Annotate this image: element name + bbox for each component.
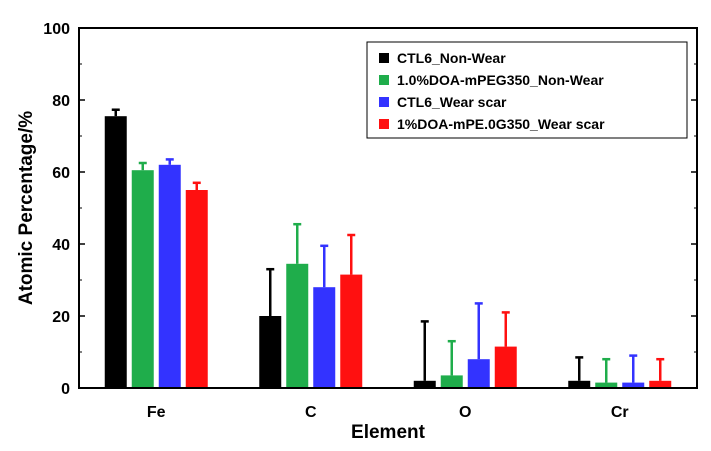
bar-c-series-3 bbox=[313, 287, 336, 388]
x-axis-title: Element bbox=[351, 422, 426, 443]
legend-label: CTL6_Wear scar bbox=[397, 94, 507, 110]
y-tick-label: 60 bbox=[52, 165, 70, 182]
bar-cr-series-2 bbox=[595, 382, 618, 388]
bar-c-series-1 bbox=[259, 316, 282, 388]
legend-box bbox=[366, 41, 688, 139]
bar-c-series-2 bbox=[286, 263, 309, 388]
bar-cr-series-3 bbox=[622, 382, 645, 388]
y-tick-label: 20 bbox=[52, 309, 70, 326]
bar-o-series-2 bbox=[440, 375, 463, 388]
bar-cr-series-4 bbox=[649, 380, 672, 388]
bars-group bbox=[104, 116, 672, 388]
error-bars-group bbox=[111, 108, 665, 383]
y-tick-label: 40 bbox=[52, 237, 70, 254]
legend: CTL6_Non-Wear 1.0%DOA-mPEG350_Non-Wear CTL… bbox=[366, 41, 688, 139]
y-tick-label: 0 bbox=[61, 381, 70, 398]
x-tick-label-o: O bbox=[459, 404, 471, 421]
bar-o-series-4 bbox=[494, 346, 517, 388]
bar-fe-series-4 bbox=[185, 190, 208, 388]
y-tick-label: 80 bbox=[52, 93, 70, 110]
bar-fe-series-1 bbox=[104, 116, 127, 388]
x-tick-label-cr: Cr bbox=[611, 404, 629, 421]
bar-c-series-4 bbox=[340, 274, 363, 388]
legend-label: 1.0%DOA-mPEG350_Non-Wear bbox=[397, 72, 604, 88]
bar-cr-series-1 bbox=[568, 380, 591, 388]
bar-o-series-3 bbox=[467, 359, 490, 388]
bar-o-series-1 bbox=[413, 380, 436, 388]
x-tick-label-fe: Fe bbox=[147, 404, 166, 421]
legend-swatch bbox=[379, 53, 389, 63]
legend-swatch bbox=[379, 119, 389, 129]
legend-swatch bbox=[379, 75, 389, 85]
y-axis-ticks: 0 20 40 60 80 100 bbox=[43, 21, 697, 398]
legend-label: 1%DOA-mPE.0G350_Wear scar bbox=[397, 116, 605, 132]
x-axis-ticks: Fe C O Cr bbox=[147, 404, 629, 421]
x-tick-label-c: C bbox=[305, 404, 317, 421]
y-axis-title: Atomic Percentage/% bbox=[16, 111, 37, 305]
bar-fe-series-2 bbox=[131, 170, 154, 388]
legend-swatch bbox=[379, 97, 389, 107]
y-tick-label: 100 bbox=[43, 21, 70, 38]
bar-fe-series-3 bbox=[158, 164, 181, 388]
legend-items: CTL6_Non-Wear 1.0%DOA-mPEG350_Non-Wear CTL… bbox=[379, 50, 605, 132]
legend-label: CTL6_Non-Wear bbox=[397, 50, 506, 66]
